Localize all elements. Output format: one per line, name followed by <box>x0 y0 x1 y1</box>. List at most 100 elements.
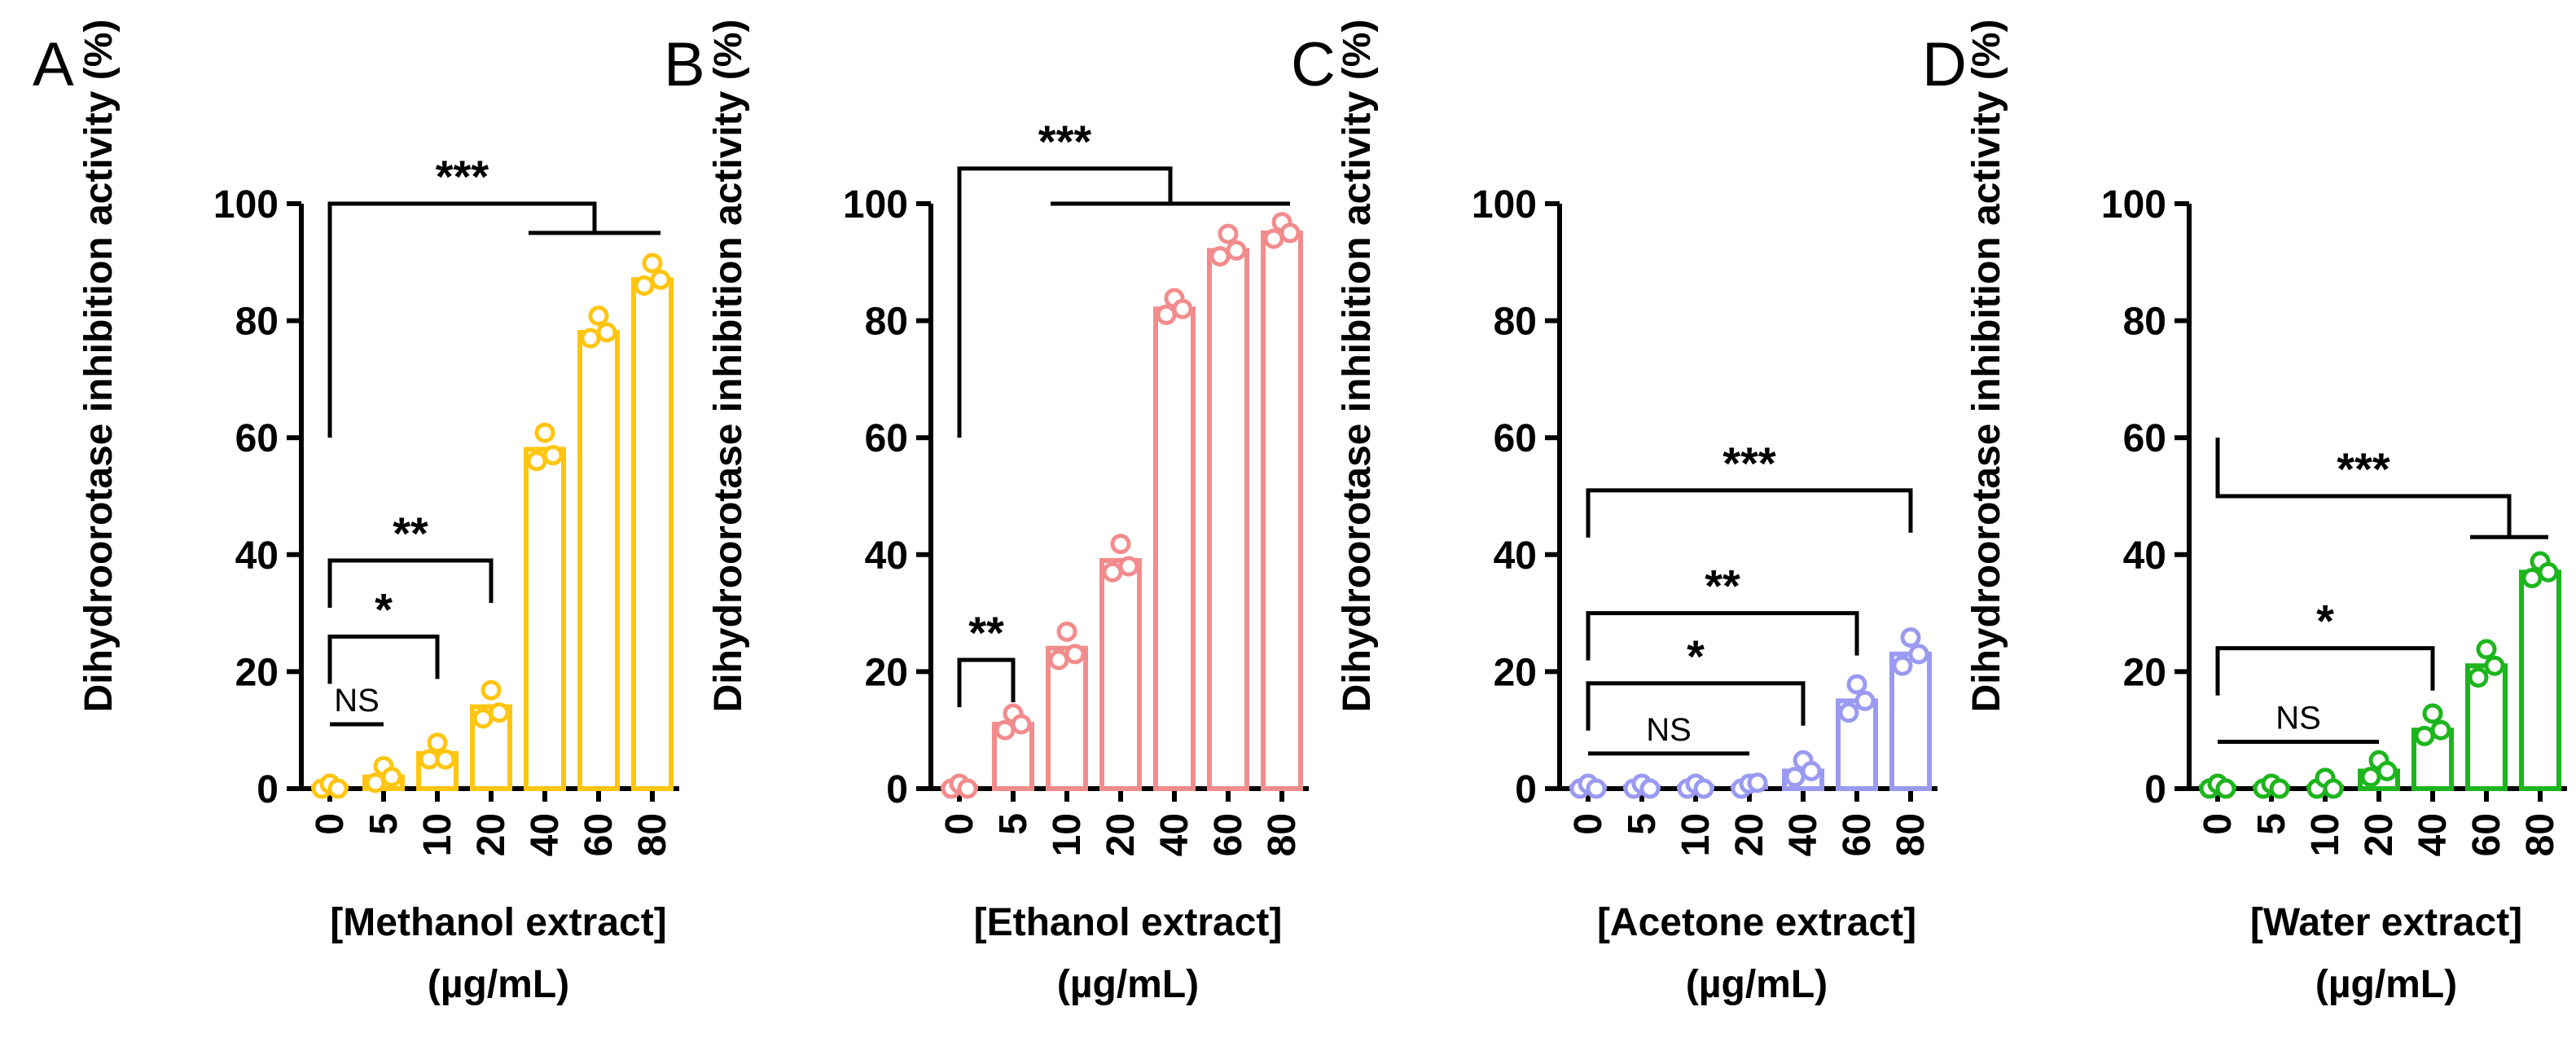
x-axis-title: [Ethanol extract] <box>974 901 1283 944</box>
y-tick-label: 40 <box>1494 534 1537 578</box>
data-point <box>1747 772 1768 794</box>
data-point <box>1784 767 1806 788</box>
data-point <box>472 708 494 729</box>
x-tick-label: 10 <box>1046 813 1089 856</box>
data-point <box>1011 714 1032 735</box>
data-point <box>1263 228 1284 249</box>
data-point <box>1693 778 1714 799</box>
data-point <box>2538 561 2559 583</box>
significance-bracket <box>1586 488 1913 538</box>
data-point <box>596 322 617 343</box>
bar <box>1046 645 1088 791</box>
significance-label: *** <box>1038 116 1092 167</box>
data-point <box>1110 534 1131 555</box>
data-point <box>1908 644 1929 665</box>
y-tick-label: 20 <box>2123 651 2166 694</box>
data-point <box>1226 240 1247 261</box>
data-point <box>1854 690 1876 711</box>
y-axis-title: Dihydroorotase inhibition activity (%) <box>77 20 121 713</box>
y-tick-label: 60 <box>2123 417 2166 460</box>
data-point <box>2484 655 2505 676</box>
x-tick-label: 40 <box>1153 813 1196 856</box>
data-point <box>542 445 564 466</box>
significance-label: *** <box>436 151 489 202</box>
data-point <box>580 328 601 349</box>
y-tick-label: 100 <box>213 183 279 226</box>
data-point <box>1172 298 1193 319</box>
chart-panel-a: A Dihydroorotase inhibition activity (%) 0… <box>33 20 679 1006</box>
x-tick-label: 20 <box>470 813 513 856</box>
data-point <box>419 749 440 770</box>
x-tick-label: 80 <box>2519 813 2562 856</box>
x-tick-label: 60 <box>2465 813 2508 856</box>
significance-bracket <box>327 201 597 438</box>
data-point <box>1118 556 1139 577</box>
significance-label: * <box>2316 596 2334 647</box>
x-tick-label: 60 <box>577 813 621 856</box>
data-point <box>2269 778 2290 799</box>
chart-panel-b: B Dihydroorotase inhibition activity (%) 0… <box>664 20 1309 1006</box>
x-axis-unit: (µg/mL) <box>1686 963 1828 1006</box>
data-point <box>2468 667 2489 688</box>
data-point <box>2360 767 2381 788</box>
x-tick-label: 20 <box>1728 813 1771 856</box>
bar <box>1207 248 1249 791</box>
x-tick-label: 10 <box>1674 813 1718 856</box>
data-point <box>1586 778 1607 799</box>
y-tick-label: 40 <box>235 534 279 578</box>
data-point <box>1900 627 1921 648</box>
x-axis-title: [Methanol extract] <box>330 901 666 944</box>
data-point <box>1218 223 1239 244</box>
x-tick-label: 0 <box>2196 813 2240 835</box>
data-point <box>1892 655 1913 676</box>
significance-bracket <box>957 166 1173 438</box>
x-axis-title: [Water extract] <box>2250 901 2522 944</box>
bar <box>577 329 620 791</box>
bar <box>1099 557 1142 791</box>
x-tick-label: 40 <box>1782 813 1825 856</box>
y-tick-label: 20 <box>1494 651 1537 694</box>
y-tick-label: 100 <box>843 183 908 226</box>
data-point <box>1048 649 1069 670</box>
data-point <box>427 732 448 754</box>
x-tick-label: 60 <box>1207 813 1250 856</box>
y-tick-label: 80 <box>865 301 908 344</box>
data-point <box>2521 568 2543 589</box>
data-point <box>957 778 978 799</box>
y-tick-label: 60 <box>865 417 908 460</box>
significance-bracket <box>2215 437 2512 538</box>
significance-bracket <box>1586 611 1859 661</box>
y-tick-label: 100 <box>2101 183 2166 226</box>
significance-label: NS <box>1646 712 1692 748</box>
panel-letter: D <box>1922 30 1967 99</box>
data-point <box>2323 778 2344 799</box>
data-point <box>1846 674 1867 695</box>
data-point <box>2414 725 2435 746</box>
x-tick-label: 0 <box>309 813 352 835</box>
data-point <box>994 719 1016 741</box>
bar <box>1153 306 1196 791</box>
significance-label: * <box>375 583 393 635</box>
data-point <box>526 451 547 472</box>
x-axis-unit: (µg/mL) <box>1057 963 1199 1006</box>
significance-bracket <box>2215 646 2435 696</box>
data-point <box>650 269 671 290</box>
data-point <box>1838 702 1859 723</box>
significance-label: NS <box>334 683 380 719</box>
significance-label: ** <box>968 607 1004 658</box>
data-point <box>489 702 510 723</box>
data-point <box>1279 222 1301 244</box>
y-tick-label: 40 <box>2123 534 2166 578</box>
data-point <box>2422 703 2443 724</box>
x-tick-label: 80 <box>1261 813 1304 856</box>
x-tick-label: 40 <box>2411 813 2455 856</box>
x-tick-label: 60 <box>1836 813 1879 856</box>
y-tick-label: 80 <box>1494 301 1537 344</box>
data-point <box>1156 304 1177 325</box>
significance-label: ** <box>393 508 428 559</box>
y-tick-label: 100 <box>1472 183 1537 226</box>
data-point <box>588 306 609 327</box>
data-point <box>435 749 456 770</box>
